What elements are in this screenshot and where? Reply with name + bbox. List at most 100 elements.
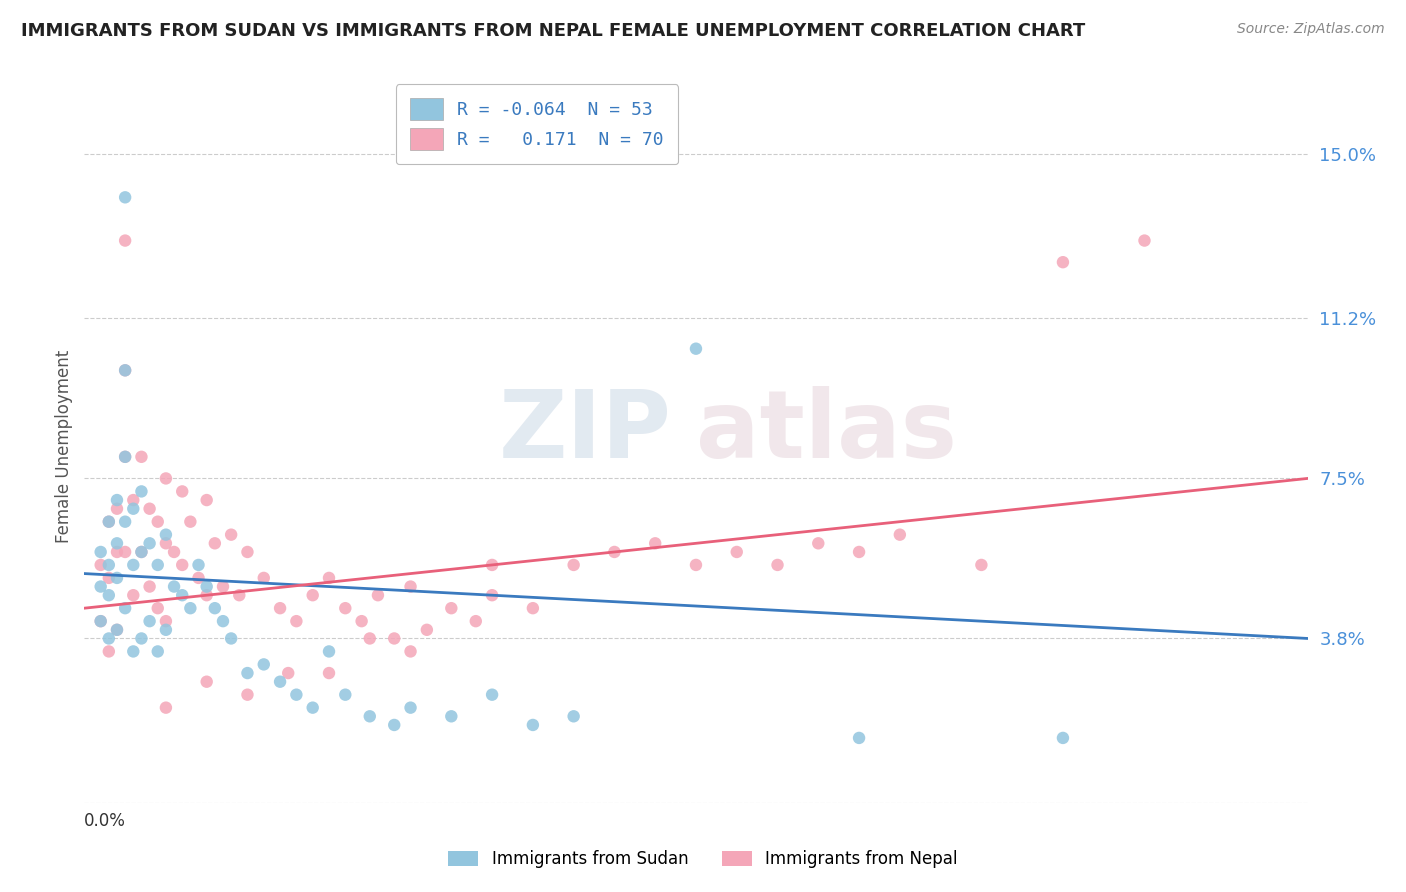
Point bbox=[335, 601, 357, 615]
Y-axis label: Female Unemployment: Female Unemployment bbox=[55, 350, 73, 542]
Point bbox=[114, 515, 136, 529]
Point bbox=[97, 515, 120, 529]
Point bbox=[90, 614, 112, 628]
Point bbox=[138, 580, 160, 594]
Point bbox=[219, 527, 242, 541]
Point bbox=[848, 545, 870, 559]
Point bbox=[105, 493, 128, 508]
Point bbox=[562, 558, 585, 572]
Point bbox=[179, 601, 201, 615]
Point bbox=[603, 545, 626, 559]
Point bbox=[318, 666, 340, 681]
Point bbox=[163, 545, 186, 559]
Point bbox=[122, 558, 145, 572]
Point bbox=[138, 536, 160, 550]
Point bbox=[204, 536, 226, 550]
Point bbox=[335, 688, 357, 702]
Point bbox=[114, 450, 136, 464]
Point bbox=[122, 588, 145, 602]
Point bbox=[105, 501, 128, 516]
Text: atlas: atlas bbox=[696, 385, 957, 478]
Text: ZIP: ZIP bbox=[499, 385, 672, 478]
Point bbox=[367, 588, 389, 602]
Point bbox=[122, 644, 145, 658]
Point bbox=[685, 558, 707, 572]
Point bbox=[481, 558, 503, 572]
Point bbox=[187, 558, 209, 572]
Point bbox=[399, 644, 422, 658]
Point bbox=[179, 515, 201, 529]
Point bbox=[228, 588, 250, 602]
Point bbox=[114, 190, 136, 204]
Point bbox=[105, 623, 128, 637]
Point bbox=[155, 623, 177, 637]
Point bbox=[114, 450, 136, 464]
Point bbox=[522, 718, 544, 732]
Legend: R = -0.064  N = 53, R =   0.171  N = 70: R = -0.064 N = 53, R = 0.171 N = 70 bbox=[395, 84, 678, 164]
Point bbox=[90, 558, 112, 572]
Point bbox=[269, 674, 291, 689]
Point bbox=[464, 614, 486, 628]
Point bbox=[848, 731, 870, 745]
Point bbox=[382, 718, 405, 732]
Point bbox=[440, 601, 463, 615]
Point bbox=[138, 614, 160, 628]
Point bbox=[219, 632, 242, 646]
Point bbox=[236, 688, 259, 702]
Point bbox=[970, 558, 993, 572]
Point bbox=[195, 674, 218, 689]
Point bbox=[105, 545, 128, 559]
Point bbox=[114, 234, 136, 248]
Point bbox=[253, 571, 276, 585]
Point bbox=[253, 657, 276, 672]
Point bbox=[350, 614, 373, 628]
Point bbox=[172, 588, 194, 602]
Point bbox=[562, 709, 585, 723]
Point bbox=[416, 623, 439, 637]
Point bbox=[440, 709, 463, 723]
Point bbox=[97, 558, 120, 572]
Point bbox=[97, 632, 120, 646]
Point bbox=[399, 700, 422, 714]
Legend: Immigrants from Sudan, Immigrants from Nepal: Immigrants from Sudan, Immigrants from N… bbox=[441, 844, 965, 875]
Point bbox=[122, 493, 145, 508]
Point bbox=[90, 545, 112, 559]
Point bbox=[382, 632, 405, 646]
Point bbox=[522, 601, 544, 615]
Text: 0.0%: 0.0% bbox=[84, 812, 127, 830]
Point bbox=[90, 580, 112, 594]
Point bbox=[807, 536, 830, 550]
Point bbox=[90, 614, 112, 628]
Point bbox=[155, 700, 177, 714]
Point bbox=[155, 536, 177, 550]
Point bbox=[163, 580, 186, 594]
Point bbox=[212, 614, 235, 628]
Point bbox=[212, 580, 235, 594]
Point bbox=[114, 363, 136, 377]
Point bbox=[105, 571, 128, 585]
Point bbox=[195, 493, 218, 508]
Point bbox=[301, 588, 323, 602]
Point bbox=[644, 536, 666, 550]
Point bbox=[187, 571, 209, 585]
Point bbox=[318, 644, 340, 658]
Point bbox=[359, 709, 381, 723]
Point bbox=[236, 666, 259, 681]
Point bbox=[155, 614, 177, 628]
Point bbox=[97, 644, 120, 658]
Point bbox=[204, 601, 226, 615]
Point bbox=[195, 588, 218, 602]
Point bbox=[285, 688, 308, 702]
Point bbox=[146, 558, 169, 572]
Point bbox=[889, 527, 911, 541]
Point bbox=[359, 632, 381, 646]
Point bbox=[131, 545, 153, 559]
Point bbox=[105, 623, 128, 637]
Point bbox=[1133, 234, 1156, 248]
Point bbox=[138, 501, 160, 516]
Point bbox=[1052, 255, 1074, 269]
Point bbox=[131, 484, 153, 499]
Point bbox=[269, 601, 291, 615]
Point bbox=[146, 601, 169, 615]
Point bbox=[685, 342, 707, 356]
